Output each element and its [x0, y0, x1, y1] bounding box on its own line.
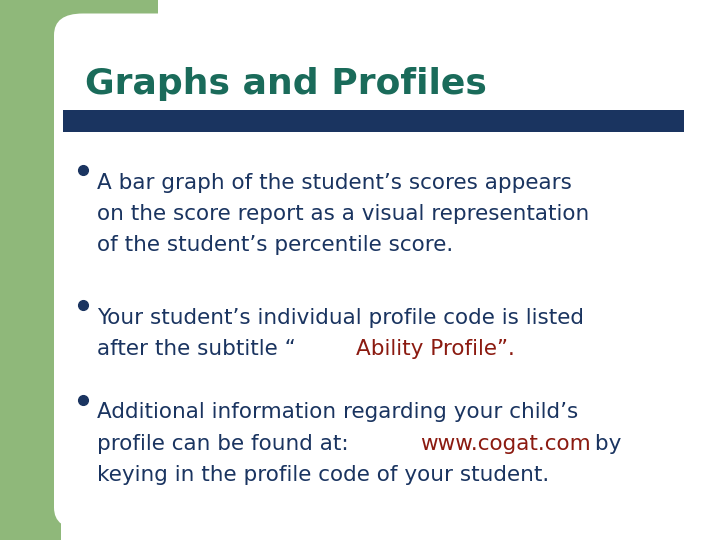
Text: by: by — [588, 434, 621, 454]
Text: keying in the profile code of your student.: keying in the profile code of your stude… — [97, 465, 549, 485]
Text: Graphs and Profiles: Graphs and Profiles — [85, 67, 487, 100]
Bar — [0, 151, 61, 540]
Text: A bar graph of the student’s scores appears: A bar graph of the student’s scores appe… — [97, 173, 572, 193]
Text: of the student’s percentile score.: of the student’s percentile score. — [97, 235, 454, 255]
FancyBboxPatch shape — [54, 14, 713, 529]
Text: on the score report as a visual representation: on the score report as a visual represen… — [97, 204, 590, 224]
Text: Ability Profile”.: Ability Profile”. — [356, 339, 514, 359]
Bar — [63, 110, 684, 132]
Text: Your student’s individual profile code is listed: Your student’s individual profile code i… — [97, 308, 584, 328]
Text: profile can be found at:: profile can be found at: — [97, 434, 356, 454]
Bar — [0, 0, 158, 151]
Text: after the subtitle “: after the subtitle “ — [97, 339, 296, 359]
Text: Additional information regarding your child’s: Additional information regarding your ch… — [97, 402, 578, 422]
Text: www.cogat.com: www.cogat.com — [420, 434, 591, 454]
